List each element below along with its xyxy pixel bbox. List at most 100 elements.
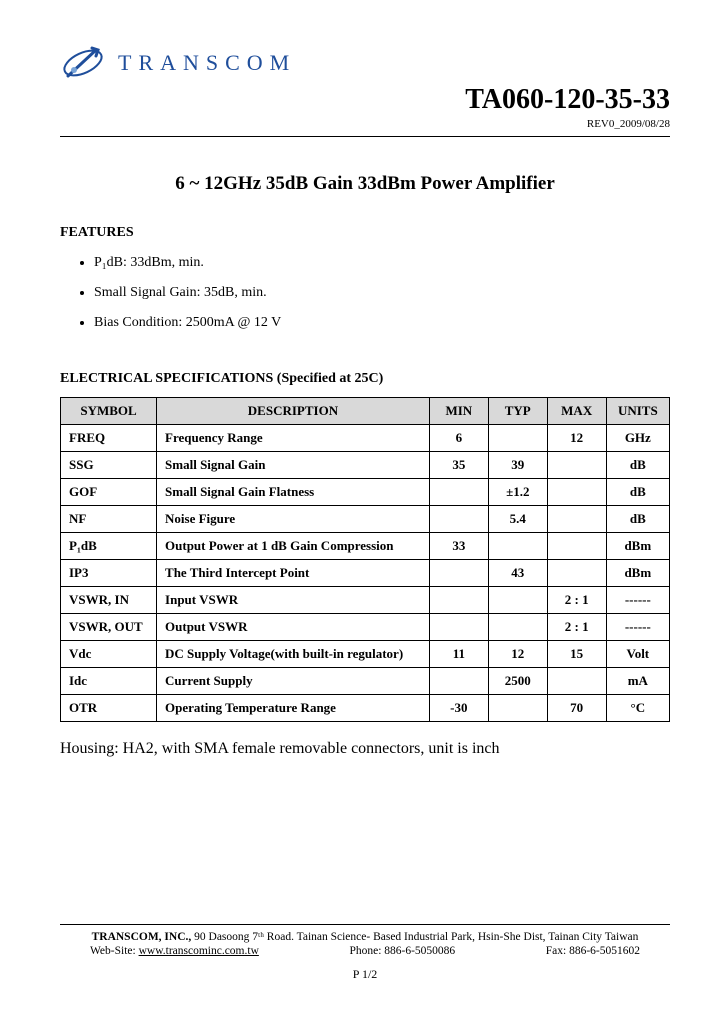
cell-sym: NF bbox=[61, 506, 157, 533]
cell-min bbox=[429, 668, 488, 695]
cell-desc: Operating Temperature Range bbox=[157, 695, 430, 722]
footer-fax: Fax: 886-6-5051602 bbox=[546, 945, 640, 957]
cell-sym: P₁dB bbox=[61, 533, 157, 560]
cell-max bbox=[547, 668, 606, 695]
col-typ: TYP bbox=[488, 398, 547, 425]
cell-desc: Small Signal Gain bbox=[157, 452, 430, 479]
table-row: OTROperating Temperature Range-3070°C bbox=[61, 695, 670, 722]
cell-units: dBm bbox=[606, 560, 669, 587]
cell-desc: Small Signal Gain Flatness bbox=[157, 479, 430, 506]
cell-sym: GOF bbox=[61, 479, 157, 506]
cell-typ: 2500 bbox=[488, 668, 547, 695]
footer-divider bbox=[60, 924, 670, 925]
footer-contacts: Web-Site: www.transcominc.com.tw Phone: … bbox=[60, 945, 670, 957]
table-row: VSWR, INInput VSWR 2 : 1------ bbox=[61, 587, 670, 614]
col-description: DESCRIPTION bbox=[157, 398, 430, 425]
cell-units: dB bbox=[606, 452, 669, 479]
footer-address-rest: 90 Dasoong 7ᵗʰ Road. Tainan Science- Bas… bbox=[191, 931, 638, 943]
cell-min: -30 bbox=[429, 695, 488, 722]
cell-sym: IP3 bbox=[61, 560, 157, 587]
cell-typ bbox=[488, 614, 547, 641]
cell-max bbox=[547, 560, 606, 587]
cell-min: 35 bbox=[429, 452, 488, 479]
feature-item: Small Signal Gain: 35dB, min. bbox=[94, 285, 670, 301]
cell-typ: 39 bbox=[488, 452, 547, 479]
cell-typ: 43 bbox=[488, 560, 547, 587]
cell-sym: FREQ bbox=[61, 425, 157, 452]
cell-min: 33 bbox=[429, 533, 488, 560]
cell-sym: VSWR, IN bbox=[61, 587, 157, 614]
cell-min bbox=[429, 614, 488, 641]
footer-company-bold: TRANSCOM, INC., bbox=[92, 931, 192, 943]
company-name: TRANSCOM bbox=[118, 50, 296, 76]
revision: REV0_2009/08/28 bbox=[60, 118, 670, 130]
table-row: P₁dBOutput Power at 1 dB Gain Compressio… bbox=[61, 533, 670, 560]
cell-max: 15 bbox=[547, 641, 606, 668]
footer-address: TRANSCOM, INC., 90 Dasoong 7ᵗʰ Road. Tai… bbox=[60, 931, 670, 943]
footer-phone: Phone: 886-6-5050086 bbox=[349, 945, 455, 957]
cell-sym: VSWR, OUT bbox=[61, 614, 157, 641]
table-row: FREQFrequency Range612GHz bbox=[61, 425, 670, 452]
cell-units: Volt bbox=[606, 641, 669, 668]
specs-heading: ELECTRICAL SPECIFICATIONS (Specified at … bbox=[60, 371, 670, 387]
col-units: UNITS bbox=[606, 398, 669, 425]
housing-note: Housing: HA2, with SMA female removable … bbox=[60, 740, 670, 758]
cell-typ bbox=[488, 695, 547, 722]
page-number: P 1/2 bbox=[60, 967, 670, 982]
table-row: NFNoise Figure5.4dB bbox=[61, 506, 670, 533]
cell-desc: Input VSWR bbox=[157, 587, 430, 614]
cell-units: dB bbox=[606, 479, 669, 506]
table-row: SSGSmall Signal Gain3539 dB bbox=[61, 452, 670, 479]
cell-units: mA bbox=[606, 668, 669, 695]
logo-row: TRANSCOM bbox=[60, 40, 670, 86]
company-logo-icon bbox=[60, 40, 106, 86]
cell-units: ------ bbox=[606, 614, 669, 641]
cell-max bbox=[547, 506, 606, 533]
cell-units: ------ bbox=[606, 587, 669, 614]
cell-min: 6 bbox=[429, 425, 488, 452]
cell-min bbox=[429, 560, 488, 587]
footer-website: Web-Site: www.transcominc.com.tw bbox=[90, 945, 259, 957]
cell-desc: Current Supply bbox=[157, 668, 430, 695]
cell-sym: Vdc bbox=[61, 641, 157, 668]
cell-sym: Idc bbox=[61, 668, 157, 695]
cell-min bbox=[429, 587, 488, 614]
features-list: P₁dB: 33dBm, min. Small Signal Gain: 35d… bbox=[60, 255, 670, 331]
specs-table: SYMBOL DESCRIPTION MIN TYP MAX UNITS FRE… bbox=[60, 397, 670, 722]
cell-min: 11 bbox=[429, 641, 488, 668]
cell-typ: 12 bbox=[488, 641, 547, 668]
cell-units: GHz bbox=[606, 425, 669, 452]
part-number-block: TA060-120-35-33 REV0_2009/08/28 bbox=[60, 84, 670, 130]
cell-desc: Frequency Range bbox=[157, 425, 430, 452]
cell-max bbox=[547, 533, 606, 560]
features-heading: FEATURES bbox=[60, 225, 670, 241]
cell-max: 70 bbox=[547, 695, 606, 722]
cell-units: dBm bbox=[606, 533, 669, 560]
cell-max bbox=[547, 479, 606, 506]
table-header-row: SYMBOL DESCRIPTION MIN TYP MAX UNITS bbox=[61, 398, 670, 425]
cell-typ bbox=[488, 587, 547, 614]
cell-desc: Output VSWR bbox=[157, 614, 430, 641]
header-divider bbox=[60, 136, 670, 137]
cell-desc: DC Supply Voltage(with built-in regulato… bbox=[157, 641, 430, 668]
col-max: MAX bbox=[547, 398, 606, 425]
cell-min bbox=[429, 479, 488, 506]
cell-sym: SSG bbox=[61, 452, 157, 479]
document-title: 6 ~ 12GHz 35dB Gain 33dBm Power Amplifie… bbox=[60, 173, 670, 195]
cell-typ: 5.4 bbox=[488, 506, 547, 533]
col-min: MIN bbox=[429, 398, 488, 425]
part-number: TA060-120-35-33 bbox=[60, 84, 670, 116]
footer: TRANSCOM, INC., 90 Dasoong 7ᵗʰ Road. Tai… bbox=[60, 924, 670, 982]
col-symbol: SYMBOL bbox=[61, 398, 157, 425]
cell-desc: Output Power at 1 dB Gain Compression bbox=[157, 533, 430, 560]
cell-desc: Noise Figure bbox=[157, 506, 430, 533]
cell-max: 2 : 1 bbox=[547, 587, 606, 614]
cell-typ: ±1.2 bbox=[488, 479, 547, 506]
feature-item: P₁dB: 33dBm, min. bbox=[94, 255, 670, 271]
cell-min bbox=[429, 506, 488, 533]
table-row: VSWR, OUTOutput VSWR2 : 1------ bbox=[61, 614, 670, 641]
cell-desc: The Third Intercept Point bbox=[157, 560, 430, 587]
table-row: VdcDC Supply Voltage(with built-in regul… bbox=[61, 641, 670, 668]
cell-sym: OTR bbox=[61, 695, 157, 722]
cell-typ bbox=[488, 425, 547, 452]
